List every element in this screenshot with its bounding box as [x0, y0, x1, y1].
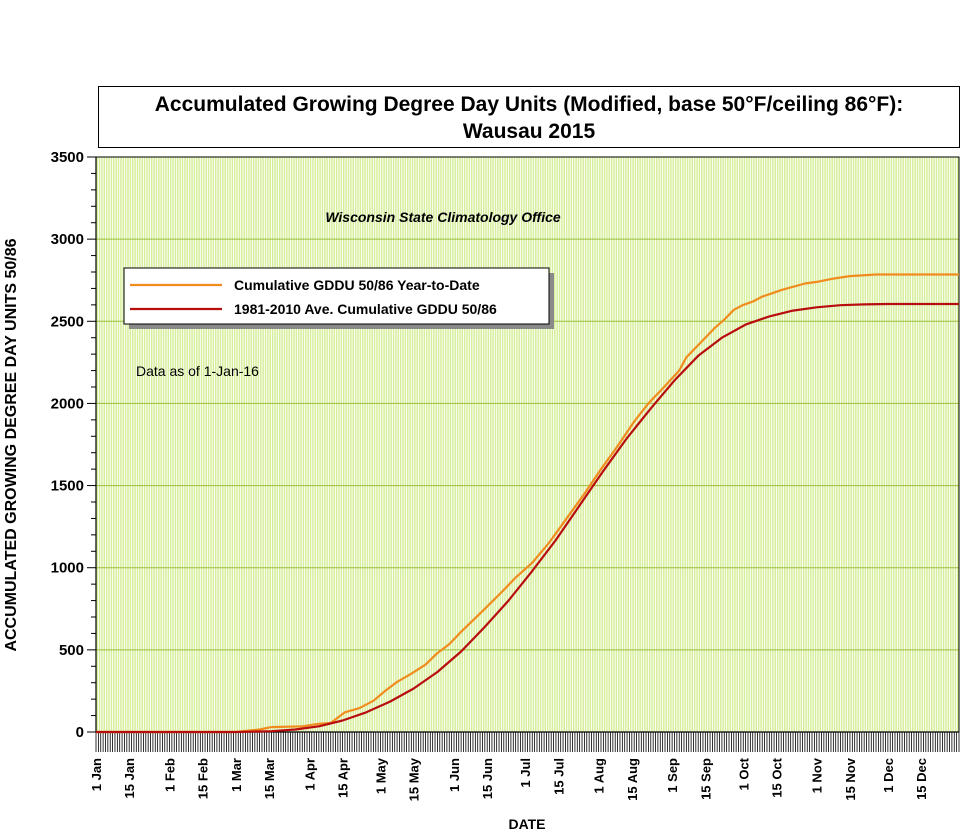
x-tick-label-9: 15 May	[407, 757, 422, 801]
y-tick-label-5: 2500	[51, 313, 84, 330]
legend-label-ytd: Cumulative GDDU 50/86 Year-to-Date	[234, 277, 480, 293]
x-tick-label-13: 15 Jul	[551, 758, 566, 795]
data-as-of-note: Data as of 1-Jan-16	[136, 363, 259, 379]
y-tick-label-2: 1000	[51, 560, 84, 577]
y-axis: 0 500 1000 1500 2000 2500 3000 3500	[51, 149, 97, 741]
x-tick-label-10: 1 Jun	[447, 758, 462, 792]
y-tick-label-0: 0	[76, 724, 84, 741]
x-tick-label-19: 15 Oct	[769, 757, 784, 797]
y-tick-label-1: 500	[59, 642, 84, 659]
x-tick-label-18: 1 Oct	[736, 757, 751, 790]
x-tick-label-16: 1 Sep	[665, 758, 680, 793]
source-label: Wisconsin State Climatology Office	[325, 209, 561, 225]
legend-box	[123, 267, 550, 325]
x-tick-label-14: 1 Aug	[592, 758, 607, 794]
x-tick-label-1: 15 Jan	[122, 758, 137, 799]
x-tick-label-21: 15 Nov	[843, 757, 858, 800]
y-tick-label-7: 3500	[51, 149, 84, 166]
x-tick-label-12: 1 Jul	[518, 758, 533, 788]
x-tick-label-0: 1 Jan	[89, 758, 104, 791]
x-tick-label-6: 1 Apr	[302, 758, 317, 791]
x-axis: 1 Jan 15 Jan 1 Feb 15 Feb 1 Mar 15 Mar 1 Apr 15…	[89, 731, 960, 801]
chart-title-line1: Accumulated Growing Degree Day Units (Mo…	[154, 93, 904, 116]
x-tick-label-4: 1 Mar	[229, 758, 244, 792]
chart-title-line2: Wausau 2015	[462, 120, 596, 143]
x-tick-label-15: 15 Aug	[625, 758, 640, 801]
x-tick-label-8: 1 May	[374, 757, 389, 794]
y-tick-label-4: 2000	[51, 395, 84, 412]
x-tick-label-5: 15 Mar	[262, 758, 277, 799]
daily-grid-lines	[97, 157, 958, 732]
x-tick-label-2: 1 Feb	[163, 758, 178, 792]
grid	[97, 157, 958, 732]
legend: Cumulative GDDU 50/86 Year-to-Date 1981-…	[123, 267, 554, 329]
y-tick-label-6: 3000	[51, 231, 84, 248]
x-daily-ticks	[95, 732, 960, 752]
x-axis-title: DATE	[508, 816, 545, 832]
x-tick-label-20: 1 Nov	[810, 757, 825, 793]
x-tick-label-11: 15 Jun	[480, 758, 495, 799]
series-line-ytd	[96, 273, 959, 734]
series-line-avg	[96, 302, 959, 734]
x-tick-label-17: 15 Sep	[698, 758, 713, 800]
y-tick-label-3: 1500	[51, 478, 84, 495]
chart-title: Accumulated Growing Degree Day Units (Mo…	[98, 86, 960, 148]
y-axis-title: ACCUMULATED GROWING DEGREE DAY UNITS 50/…	[3, 238, 20, 651]
legend-label-avg: 1981-2010 Ave. Cumulative GDDU 50/86	[234, 301, 497, 317]
x-tick-label-23: 15 Dec	[914, 758, 929, 800]
series	[96, 273, 959, 734]
x-tick-label-7: 15 Apr	[336, 758, 351, 798]
x-tick-label-22: 1 Dec	[881, 758, 896, 793]
x-tick-label-3: 15 Feb	[196, 758, 211, 799]
